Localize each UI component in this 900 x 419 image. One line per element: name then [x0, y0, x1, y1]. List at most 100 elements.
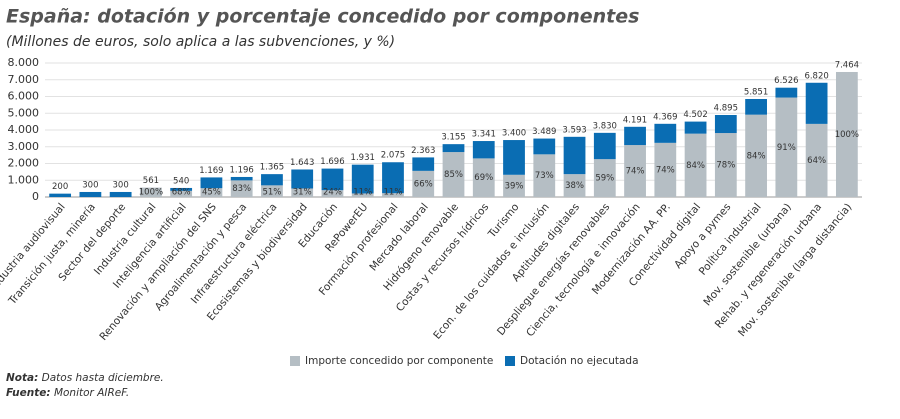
share-label: 78% [716, 161, 735, 171]
share-label: 84% [686, 161, 705, 171]
bar-segment [442, 144, 465, 153]
bar-segment [321, 190, 344, 197]
bar-segment [775, 97, 798, 197]
share-label: 83% [232, 184, 251, 194]
bar-segment [745, 98, 767, 115]
bar-segment [200, 177, 223, 189]
y-tick-label: 0 [32, 190, 39, 203]
total-label: 4.191 [623, 115, 647, 125]
total-label: 561 [143, 176, 159, 186]
y-tick-label: 4.000 [8, 123, 40, 136]
share-label: 66% [414, 179, 433, 189]
bar-segment [412, 170, 435, 197]
total-label: 1.931 [351, 153, 375, 163]
note: Nota: Datos hasta diciembre. [6, 372, 164, 384]
bar-segment [321, 168, 344, 191]
bar-segment [140, 187, 162, 197]
bar-segment [200, 188, 223, 197]
bar-segment [533, 154, 556, 197]
bar-segment [684, 121, 707, 134]
bar-segment [382, 162, 404, 194]
bar-segment [503, 140, 525, 175]
share-label: 69% [474, 173, 493, 183]
bar-segment [109, 191, 132, 197]
total-label: 3.341 [472, 130, 496, 140]
bar-segment [593, 159, 616, 197]
note-text: Datos hasta diciembre. [42, 372, 164, 384]
legend-swatch [290, 356, 300, 366]
x-tick-label: Mov. sostenible (larga distancia) [736, 201, 854, 339]
bar-segment [503, 174, 525, 197]
y-tick-label: 1.000 [8, 173, 40, 186]
x-tick-label: Ciencia, tecnología e innovación [524, 201, 643, 339]
share-label: 64% [807, 156, 826, 166]
total-label: 3.400 [502, 129, 526, 139]
share-label: 100% [835, 130, 859, 140]
bar-segment [533, 138, 556, 155]
bar-segment [79, 191, 102, 197]
bar-segment [351, 193, 374, 197]
total-label: 1.196 [230, 165, 254, 175]
share-label: 91% [777, 143, 796, 153]
y-tick-label: 6.000 [8, 90, 40, 103]
bar-segment [291, 188, 314, 197]
bar-segment [261, 185, 283, 197]
bar-segment [230, 176, 253, 181]
total-label: 1.365 [260, 163, 284, 173]
share-label: 59% [595, 174, 614, 184]
total-label: 3.830 [593, 121, 617, 131]
bar-segment [49, 193, 72, 197]
share-label: 45% [202, 188, 221, 198]
y-tick-label: 7.000 [8, 73, 40, 86]
bar-segment [291, 169, 314, 189]
total-label: 200 [52, 182, 68, 192]
bar-segment [714, 115, 737, 134]
total-label: 4.895 [714, 104, 738, 114]
share-label: 38% [565, 181, 584, 191]
total-label: 1.696 [320, 157, 344, 167]
share-label: 100% [139, 188, 163, 198]
total-label: 1.169 [199, 166, 223, 176]
legend-label: Dotación no ejecutada [520, 355, 639, 367]
total-label: 1.643 [290, 158, 314, 168]
share-label: 73% [535, 171, 554, 181]
bar-segment [412, 157, 435, 171]
bar-segment [805, 82, 828, 124]
bar-segment [745, 114, 767, 197]
total-label: 4.369 [653, 112, 677, 122]
total-label: 5.851 [744, 87, 768, 97]
bar-segment [170, 187, 193, 191]
total-label: 3.593 [562, 125, 586, 135]
share-label: 84% [747, 151, 766, 161]
chart-title: España: dotación y porcentaje concedido … [6, 6, 639, 28]
share-label: 11% [384, 188, 403, 198]
total-label: 3.155 [441, 133, 465, 143]
source: Fuente: Monitor AIReF. [6, 387, 129, 399]
legend-label: Importe concedido por componente [305, 355, 493, 367]
y-tick-label: 5.000 [8, 106, 40, 119]
bar-segment [593, 132, 616, 160]
bar-segment [351, 164, 374, 194]
bar-segment [442, 152, 465, 197]
share-label: 11% [353, 188, 372, 198]
total-label: 540 [173, 176, 189, 186]
total-label: 300 [113, 180, 129, 190]
bar-segment [654, 142, 677, 197]
bar-segment [684, 133, 707, 197]
share-label: 74% [626, 167, 645, 177]
bar-segment [624, 145, 646, 197]
source-text: Monitor AIReF. [54, 387, 129, 399]
y-tick-label: 3.000 [8, 140, 40, 153]
bar-segment [714, 133, 737, 197]
bar-segment [382, 193, 404, 197]
bar-segment [563, 136, 586, 175]
total-label: 3.489 [532, 127, 556, 137]
bar-segment [775, 87, 798, 98]
bar-segment [261, 174, 283, 186]
bar-segment [563, 174, 586, 197]
share-label: 31% [293, 188, 312, 198]
total-label: 2.363 [411, 146, 435, 156]
bar-segment [230, 180, 253, 197]
y-tick-label: 8.000 [8, 56, 40, 69]
